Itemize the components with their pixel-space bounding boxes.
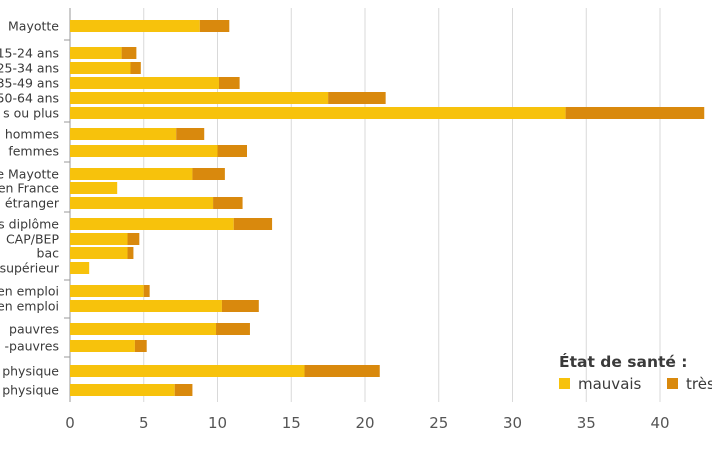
bar-segment-tres: [130, 62, 141, 74]
x-tick-label: 15: [282, 414, 301, 432]
x-axis: 0 5 10 15 20 25 30 35 40: [65, 414, 669, 432]
bar-segment-mauvais: [70, 384, 175, 396]
x-tick-label: 25: [429, 414, 448, 432]
category-label: CAP/BEP: [6, 232, 60, 247]
category-label: -pauvres: [5, 339, 60, 354]
bar-segment-mauvais: [70, 218, 234, 230]
category-label: Mayotte: [8, 19, 59, 34]
bar-segment-tres: [134, 340, 147, 352]
category-label: bac: [37, 246, 60, 261]
bar-segment-tres: [143, 285, 150, 297]
bar-segment-tres: [217, 145, 247, 157]
bar-segment-mauvais: [70, 145, 218, 157]
category-label: en emploi: [0, 299, 59, 314]
bar-segment-mauvais: [70, 285, 144, 297]
bar-segment-mauvais: [70, 128, 177, 140]
bar-segment-tres: [127, 233, 140, 245]
bar-segment-tres: [328, 92, 386, 104]
bar-segment-mauvais: [70, 300, 222, 312]
bar-segment-mauvais: [70, 62, 131, 74]
bar-segment-mauvais: [70, 233, 128, 245]
bar-segment-tres: [218, 77, 240, 89]
category-label: 15-24 ans: [0, 46, 59, 61]
bars: [70, 20, 705, 396]
category-label: pauvres: [9, 322, 59, 337]
legend-label-mauvais: mauvais: [578, 375, 642, 393]
grid-lines: [69, 8, 661, 402]
bar-segment-mauvais: [70, 323, 217, 335]
legend-label-tres: très: [686, 375, 712, 393]
legend: État de santé : mauvais très: [559, 352, 712, 393]
bar-segment-tres: [304, 365, 380, 377]
bar-segment-tres: [176, 128, 205, 140]
footer-strip: [0, 444, 712, 467]
category-label: 35-49 ans: [0, 76, 59, 91]
category-label: hommes: [5, 127, 59, 142]
bar-segment-tres: [565, 107, 705, 119]
bar-segment-mauvais: [70, 182, 118, 194]
bar-segment-tres: [121, 47, 137, 59]
bar-segment-tres: [213, 197, 243, 209]
bar-segment-mauvais: [70, 247, 128, 259]
x-tick-label: 35: [577, 414, 596, 432]
bar-segment-mauvais: [70, 262, 90, 274]
bar-segment-tres: [127, 247, 134, 259]
category-label: supérieur: [0, 261, 60, 276]
x-tick-label: 40: [650, 414, 669, 432]
category-label: 50-64 ans: [0, 91, 59, 106]
category-label: 25-34 ans: [0, 61, 59, 76]
bar-segment-mauvais: [70, 340, 135, 352]
bar-segment-mauvais: [70, 168, 193, 180]
legend-swatch-mauvais: [559, 378, 570, 389]
bar-segment-mauvais: [70, 92, 329, 104]
category-label: femmes: [8, 144, 59, 159]
x-tick-label: 5: [139, 414, 149, 432]
x-tick-label: 10: [208, 414, 227, 432]
bar-segment-mauvais: [70, 107, 566, 119]
category-label: physique: [2, 364, 59, 379]
category-label: physique: [2, 383, 59, 398]
bar-segment-mauvais: [70, 20, 200, 32]
x-tick-label: 20: [355, 414, 374, 432]
category-label: en emploi: [0, 284, 59, 299]
bar-segment-tres: [199, 20, 230, 32]
category-label: en France: [0, 181, 59, 196]
bar-segment-tres: [221, 300, 259, 312]
category-label: e Mayotte: [0, 167, 59, 182]
category-label: étranger: [5, 196, 60, 211]
category-label: s ou plus: [3, 106, 59, 121]
bar-segment-mauvais: [70, 197, 214, 209]
bar-segment-tres: [192, 168, 225, 180]
bar-segment-mauvais: [70, 47, 122, 59]
category-label: s diplôme: [0, 217, 59, 232]
legend-title: État de santé :: [559, 352, 688, 371]
bar-segment-mauvais: [70, 365, 305, 377]
bar-segment-tres: [216, 323, 250, 335]
bar-segment-mauvais: [70, 77, 219, 89]
bar-segment-tres: [174, 384, 193, 396]
bar-segment-tres: [233, 218, 273, 230]
legend-swatch-tres: [667, 378, 678, 389]
x-tick-label: 30: [503, 414, 522, 432]
x-tick-label: 0: [65, 414, 75, 432]
